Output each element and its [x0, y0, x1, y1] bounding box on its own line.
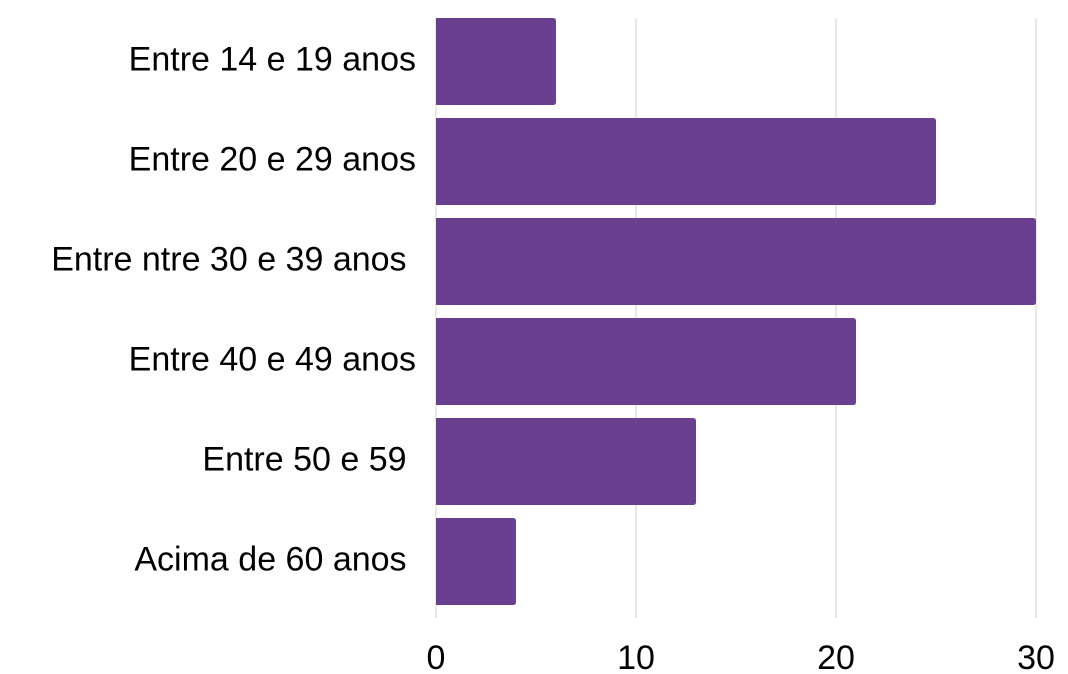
bar: [436, 418, 696, 505]
bar: [436, 318, 856, 405]
x-tick-label: 0: [427, 639, 446, 674]
x-tick-label: 20: [817, 639, 855, 674]
bar: [436, 118, 936, 205]
bar: [436, 218, 1036, 305]
y-tick-label: Entre 14 e 19 anos: [129, 40, 416, 78]
y-tick-label: Entre ntre 30 e 39 anos: [51, 240, 416, 278]
y-tick-label: Entre 50 e 59: [202, 440, 416, 478]
y-tick-label: Acima de 60 anos: [134, 540, 416, 578]
y-tick-label: Entre 40 e 49 anos: [129, 340, 416, 378]
x-tick-label: 30: [1017, 639, 1055, 674]
x-tick-label: 10: [617, 639, 655, 674]
y-tick-label: Entre 20 e 29 anos: [129, 140, 416, 178]
bar: [436, 518, 516, 605]
bar: [436, 18, 556, 105]
